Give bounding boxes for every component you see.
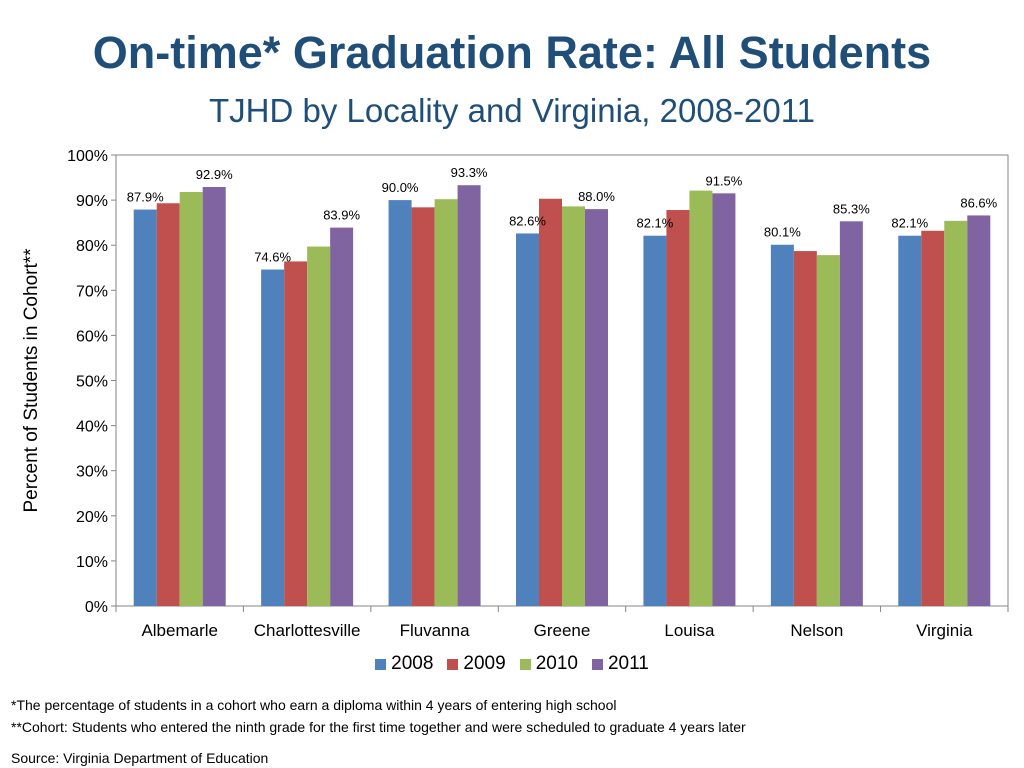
bar-2008-greene: [516, 233, 539, 606]
legend-item-2011: 2011: [591, 653, 649, 675]
y-tick-label: 80%: [76, 238, 108, 255]
bar-2010-fluvanna: [434, 199, 458, 606]
y-tick-label: 90%: [76, 193, 108, 210]
y-axis-label: Percent of Students in Cohort**: [21, 248, 42, 513]
bar-2009-charlottesville: [284, 261, 308, 606]
chart-legend: 2008 2009 2010 2011: [0, 653, 1024, 675]
legend-swatch: [519, 658, 531, 670]
data-label: 85.3%: [833, 201, 870, 216]
legend-item-2010: 2010: [519, 653, 578, 675]
data-label: 83.9%: [323, 208, 360, 223]
footnote-graduation-rate: *The percentage of students in a cohort …: [11, 697, 617, 713]
y-tick-label: 10%: [76, 554, 108, 571]
bar-2008-charlottesville: [261, 269, 285, 606]
bar-2008-albemarle: [133, 209, 157, 607]
legend-swatch: [375, 658, 387, 670]
x-category-label: Fluvanna: [400, 621, 470, 640]
legend-swatch: [447, 658, 459, 670]
data-label: 82.1%: [636, 216, 673, 231]
y-tick-label: 0%: [85, 599, 108, 616]
bar-2011-greene: [585, 209, 608, 606]
bar-2009-albemarle: [156, 203, 180, 606]
data-label: 93.3%: [451, 165, 488, 180]
x-category-label: Greene: [534, 621, 591, 640]
source-note: Source: Virginia Department of Education: [11, 750, 269, 766]
bar-2011-albemarle: [202, 187, 226, 606]
legend-label: 2010: [535, 653, 578, 674]
data-label: 91.5%: [705, 173, 742, 188]
page-subtitle: TJHD by Locality and Virginia, 2008-2011: [209, 92, 815, 129]
bar-2011-fluvanna: [457, 185, 481, 607]
x-category-label: Albemarle: [141, 621, 218, 640]
bar-2010-nelson: [816, 255, 840, 606]
y-tick-label: 20%: [76, 509, 108, 526]
y-tick-label: 70%: [76, 283, 108, 300]
x-category-label: Virginia: [916, 621, 973, 640]
y-tick-label: 40%: [76, 419, 108, 436]
legend-label: 2009: [463, 653, 506, 674]
bar-2011-charlottesville: [330, 227, 354, 606]
bar-2011-louisa: [712, 193, 736, 606]
x-category-label: Charlottesville: [254, 621, 361, 640]
y-tick-label: 30%: [76, 464, 108, 481]
bar-2010-louisa: [689, 190, 713, 606]
legend-label: 2008: [391, 653, 434, 674]
bar-2009-virginia: [921, 230, 945, 606]
data-label: 92.9%: [196, 167, 233, 182]
data-label: 88.0%: [578, 189, 615, 204]
bar-2009-nelson: [793, 251, 817, 607]
bar-2009-louisa: [666, 210, 690, 606]
bar-2010-virginia: [944, 220, 968, 606]
y-tick-label: 50%: [76, 374, 108, 391]
bar-2008-virginia: [898, 235, 922, 606]
data-label: 87.9%: [127, 190, 164, 205]
bar-2011-virginia: [967, 215, 991, 606]
legend-item-2009: 2009: [447, 653, 506, 675]
data-label: 80.1%: [764, 225, 801, 240]
page-title: On-time* Graduation Rate: All Students: [92, 27, 932, 78]
bar-chart: 0% 10% 20% 30% 40% 50% 60% 70% 80% 90% 100% Percent…: [21, 148, 1009, 640]
x-category-label: Louisa: [664, 621, 715, 640]
legend-swatch: [591, 658, 603, 670]
y-tick-label: 100%: [67, 148, 108, 165]
footnote-cohort: **Cohort: Students who entered the ninth…: [11, 719, 746, 735]
data-label: 82.6%: [509, 213, 546, 228]
bar-2009-fluvanna: [411, 207, 435, 607]
data-label: 74.6%: [254, 250, 291, 265]
bar-2011-nelson: [839, 221, 863, 606]
bar-2008-nelson: [770, 244, 794, 606]
bar-2008-fluvanna: [388, 200, 412, 606]
bar-2009-greene: [539, 198, 562, 606]
data-label: 82.1%: [891, 216, 928, 231]
bar-2010-greene: [562, 206, 585, 606]
x-category-label: Nelson: [790, 621, 843, 640]
bar-2008-louisa: [643, 235, 667, 606]
bar-2010-albemarle: [179, 191, 203, 606]
y-tick-label: 60%: [76, 328, 108, 345]
data-label: 86.6%: [960, 195, 997, 210]
data-label: 90.0%: [382, 180, 419, 195]
legend-item-2008: 2008: [375, 653, 433, 675]
bar-2010-charlottesville: [307, 246, 331, 607]
legend-label: 2011: [607, 653, 649, 674]
